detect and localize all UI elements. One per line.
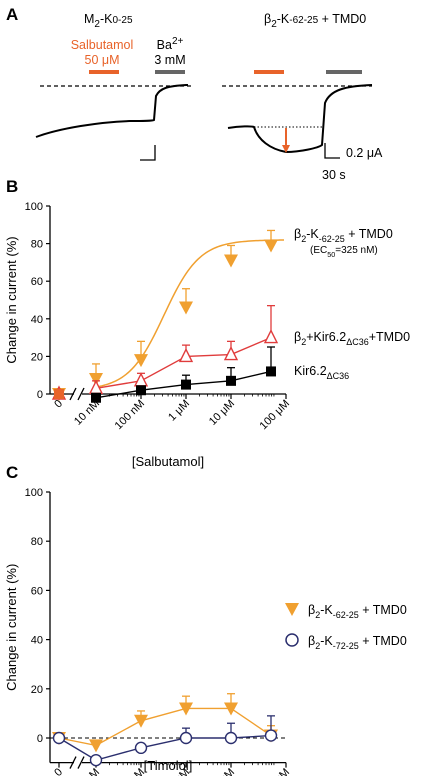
data-point: [178, 347, 194, 363]
axis-break-mark: [77, 387, 85, 401]
fit-curve: [95, 239, 285, 388]
data-point: [264, 239, 278, 253]
x-tick-label: 100 μM: [258, 766, 293, 776]
y-tick-label: 20: [31, 351, 43, 363]
data-point: [89, 372, 103, 386]
data-point: [52, 731, 66, 745]
series-line: [58, 707, 272, 747]
response-arrow-head: [282, 145, 290, 153]
series-line: [58, 734, 272, 761]
data-point: [89, 739, 103, 753]
x-tick-label: 1 μM: [166, 766, 192, 776]
y-tick-label: 20: [31, 684, 43, 696]
data-point: [263, 329, 279, 344]
data-point: [224, 254, 238, 268]
axis-break-mark: [69, 756, 77, 769]
y-tick-label: 60: [31, 276, 43, 288]
data-point: [134, 714, 148, 728]
ec50-annotation: (EC50=325 nM): [310, 245, 378, 259]
salbutamol-bar-right: [254, 70, 284, 74]
scale-current: 0.2 μA: [346, 146, 383, 160]
panel-a-label: A: [6, 5, 18, 24]
data-point: [134, 354, 148, 368]
scale-bar-left: [140, 145, 156, 161]
data-point: [264, 729, 278, 742]
axis-break-mark: [77, 756, 85, 769]
x-tick-label: 10 nM: [72, 766, 102, 776]
y-axis-label: Change in current (%): [4, 564, 19, 691]
data-point: [179, 731, 193, 745]
right-trace-title: β2-K-62-25 + TMD0: [264, 12, 366, 30]
y-tick-label: 40: [31, 635, 43, 647]
data-point: [179, 702, 193, 716]
y-tick-label: 60: [31, 585, 43, 597]
x-tick-label: 100 nM: [113, 766, 147, 776]
data-point: [136, 385, 146, 396]
x-tick-label: 1 μM: [166, 398, 192, 424]
data-point: [181, 379, 191, 390]
data-point: [134, 741, 148, 755]
x-tick-label: 100 nM: [113, 398, 147, 432]
y-tick-label: 0: [37, 733, 43, 745]
y-tick-label: 80: [31, 536, 43, 548]
y-tick-label: 0: [37, 389, 43, 401]
data-point: [266, 366, 276, 377]
panel-b-label: B: [6, 177, 18, 196]
x-tick-label: 0: [52, 766, 65, 776]
y-axis-label: Change in current (%): [4, 236, 19, 363]
left-trace-title: M2-K0-25: [84, 12, 133, 30]
ba-concentration: 3 mM: [154, 53, 185, 67]
x-axis-label: [Salbutamol]: [132, 454, 204, 469]
salbutamol-label: Salbutamol: [71, 38, 134, 52]
x-tick-label: 100 μM: [258, 398, 293, 433]
x-tick-label: 10 μM: [207, 398, 237, 428]
legend-marker-c-1: [285, 603, 299, 616]
y-tick-label: 100: [25, 487, 43, 499]
ba-bar-left: [155, 70, 185, 74]
x-axis-label: [Timolol]: [144, 758, 193, 773]
legend-c-series-1: β2-K-62-25 + TMD0: [308, 603, 407, 620]
legend-c-series-2: β2-K-72-25 + TMD0: [308, 634, 407, 651]
scale-bar-right: [324, 143, 340, 159]
legend-b-series-1: β2-K-62-25 + TMD0: [294, 227, 393, 244]
y-tick-label: 40: [31, 314, 43, 326]
legend-b-series-2: β2+Kir6.2ΔC36+TMD0: [294, 330, 410, 347]
legend-b-series-3: Kir6.2ΔC36: [294, 364, 349, 381]
chart-panel-c: 0 20 40 60 80 100 Change in current (%) 0 10 nM 1…: [4, 487, 407, 776]
current-trace-right: [227, 84, 373, 154]
data-point: [89, 753, 103, 767]
scale-time: 30 s: [322, 168, 346, 182]
data-point: [224, 702, 238, 716]
data-point: [91, 392, 101, 403]
current-trace-left: [35, 84, 188, 138]
data-point: [226, 375, 236, 386]
data-point: [224, 731, 238, 745]
data-point: [133, 372, 149, 387]
y-tick-label: 80: [31, 239, 43, 251]
ba-bar-right: [326, 70, 362, 74]
salbutamol-bar-left: [89, 70, 119, 74]
salbutamol-concentration: 50 μM: [85, 53, 120, 67]
data-point: [179, 301, 193, 315]
ba-label: Ba2+: [157, 36, 184, 52]
data-point: [54, 389, 64, 399]
legend-marker-c-2: [285, 633, 299, 647]
y-tick-label: 100: [25, 201, 43, 213]
data-point: [223, 345, 239, 361]
axis-break-mark: [69, 387, 77, 401]
x-tick-label: 10 μM: [207, 766, 237, 776]
panel-c-label: C: [6, 463, 18, 482]
